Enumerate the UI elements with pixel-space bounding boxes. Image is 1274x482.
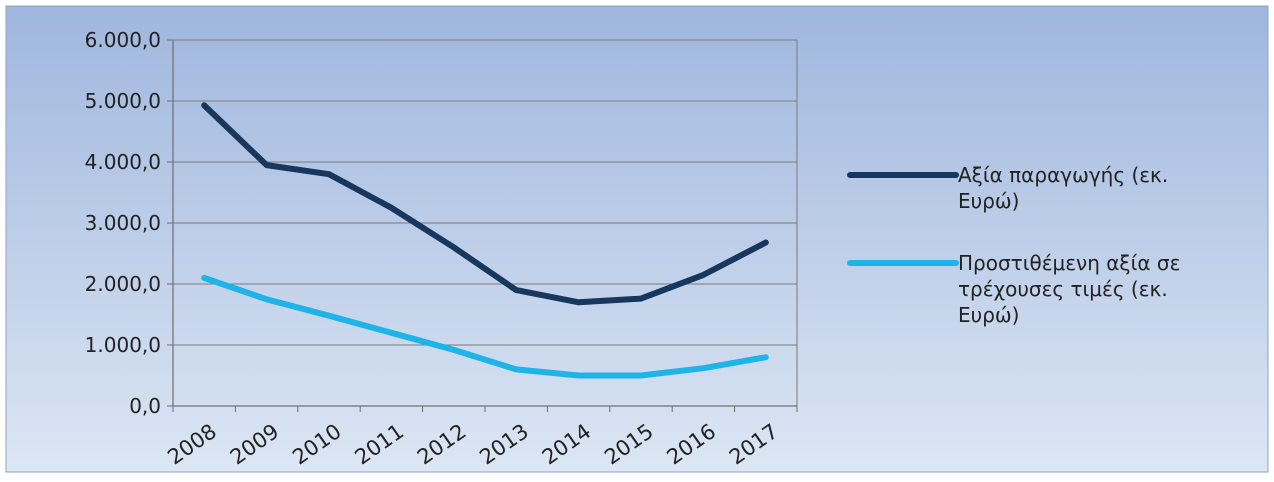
y-tick-label: 6.000,0: [85, 28, 161, 52]
y-tick-label: 0,0: [129, 394, 161, 418]
legend-label-line: Αξία παραγωγής (εκ.: [958, 163, 1168, 187]
legend-label-line: Ευρώ): [958, 189, 1019, 213]
legend-label-line: Προστιθέμενη αξία σε: [958, 251, 1180, 275]
chart-background: [5, 5, 1269, 473]
legend-label-line: τρέχουσες τιμές (εκ.: [958, 277, 1168, 301]
axes: [167, 39, 798, 412]
legend-label: Προστιθέμενη αξία σε τρέχουσες τιμές (εκ.…: [958, 251, 1180, 327]
legend-label-line: Ευρώ): [958, 303, 1019, 327]
y-tick-label: 5.000,0: [85, 89, 161, 113]
legend: Αξία παραγωγής (εκ. Ευρώ)Προστιθέμενη αξί…: [847, 163, 1180, 327]
legend-label: Αξία παραγωγής (εκ. Ευρώ): [958, 163, 1168, 213]
y-tick-label: 2.000,0: [85, 272, 161, 296]
y-tick-label: 4.000,0: [85, 150, 161, 174]
gridlines: [173, 39, 797, 346]
series-lines: [201, 102, 769, 379]
y-tick-label: 1.000,0: [85, 333, 161, 357]
y-tick-labels: 0,0 1.000,0 2.000,0 3.000,0 4.000,0 5.000,0 6.…: [85, 28, 161, 418]
series-line-1: [201, 102, 769, 306]
y-tick-label: 3.000,0: [85, 211, 161, 235]
series-line-2: [201, 274, 769, 379]
